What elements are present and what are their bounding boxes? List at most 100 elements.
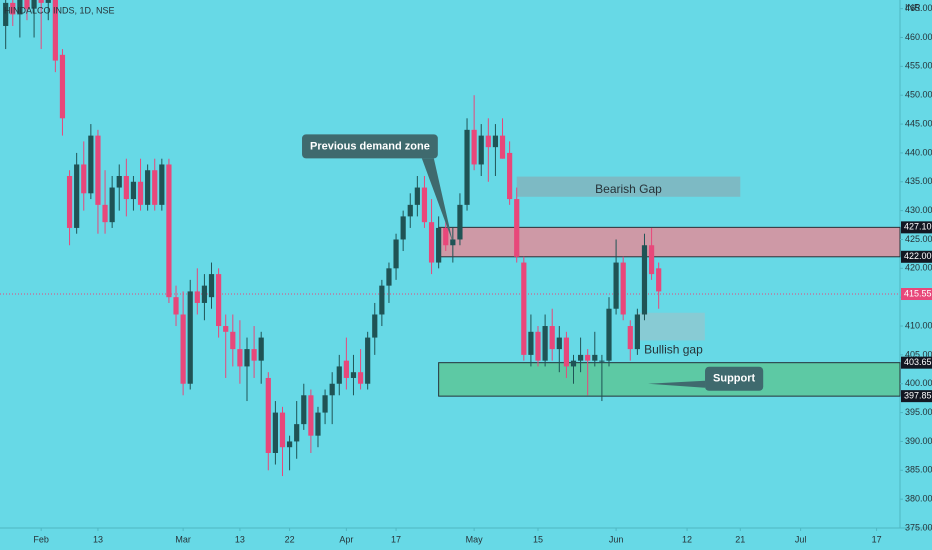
x-tick-label: May bbox=[466, 534, 484, 544]
candle-body bbox=[570, 360, 577, 367]
candle-body bbox=[194, 291, 200, 303]
candle-body bbox=[230, 331, 236, 350]
candle-body bbox=[350, 372, 357, 378]
candle-body bbox=[414, 187, 420, 205]
y-tick-label: 430.00 bbox=[905, 205, 932, 215]
candle-body bbox=[393, 239, 399, 269]
candle-body bbox=[343, 360, 349, 378]
candles bbox=[3, 0, 662, 477]
candle-body bbox=[95, 135, 101, 205]
x-tick-label: Apr bbox=[339, 534, 353, 544]
y-tick-label: 400.00 bbox=[905, 378, 932, 388]
candle-body bbox=[286, 441, 293, 448]
candle-body bbox=[542, 326, 548, 361]
candle-body bbox=[24, 0, 30, 9]
candle-body bbox=[159, 164, 165, 205]
price-tag bbox=[901, 356, 932, 369]
candle-body bbox=[563, 337, 570, 367]
candle-body bbox=[400, 216, 406, 240]
candle-body bbox=[436, 227, 442, 263]
candle-body bbox=[166, 164, 172, 298]
candle-body bbox=[627, 326, 633, 350]
candle-body bbox=[31, 0, 37, 9]
candle-body bbox=[464, 129, 470, 205]
candle-body bbox=[216, 274, 222, 327]
candle-body bbox=[634, 314, 640, 350]
y-tick-label: 420.00 bbox=[905, 263, 932, 273]
candle-body bbox=[485, 135, 491, 148]
candle-body bbox=[471, 129, 477, 165]
candle-body bbox=[322, 395, 328, 413]
candle-body bbox=[528, 331, 534, 355]
overlays: Bearish Gap Bullish gap Previous demand zo… bbox=[302, 134, 764, 391]
candle-body bbox=[52, 0, 58, 61]
candle-body bbox=[492, 135, 499, 148]
candle-body bbox=[606, 308, 612, 361]
candle-body bbox=[251, 349, 257, 361]
candle-body bbox=[180, 314, 186, 384]
candle-body bbox=[152, 170, 158, 205]
candle-body bbox=[66, 176, 73, 228]
chart-title: HINDALCO INDS, 1D, NSE bbox=[4, 5, 115, 15]
currency: INR bbox=[905, 2, 921, 12]
candle-body bbox=[208, 274, 215, 298]
callout-label: Previous demand zone bbox=[310, 140, 430, 152]
y-tick-label: 455.00 bbox=[905, 61, 932, 71]
callout-label: Support bbox=[713, 373, 755, 385]
candle-body bbox=[514, 199, 520, 257]
candle-body bbox=[265, 377, 271, 453]
candle-body bbox=[3, 2, 9, 26]
y-tick-label: 380.00 bbox=[905, 494, 932, 504]
candle-body bbox=[613, 262, 619, 309]
candle-body bbox=[81, 164, 87, 194]
candle-body bbox=[656, 268, 662, 292]
candle-body bbox=[145, 170, 151, 205]
candle-body bbox=[123, 176, 129, 200]
candle-body bbox=[372, 314, 378, 338]
y-tick-label: 435.00 bbox=[905, 176, 932, 186]
candle-body bbox=[109, 187, 115, 223]
candle-body bbox=[499, 135, 506, 159]
zone bbox=[637, 312, 705, 341]
candle-body bbox=[421, 187, 428, 223]
candle-body bbox=[577, 354, 584, 361]
x-tick-label: 15 bbox=[533, 534, 543, 544]
candle-body bbox=[201, 285, 208, 303]
callout-pointer bbox=[421, 158, 453, 243]
candle-body bbox=[258, 337, 264, 361]
price-tag bbox=[901, 288, 932, 301]
price-tag-label: 415.55 bbox=[904, 288, 932, 298]
price-tag bbox=[901, 221, 932, 234]
candle-body bbox=[549, 326, 555, 350]
y-tick-label: 395.00 bbox=[905, 407, 932, 417]
candle-body bbox=[379, 285, 385, 315]
x-tick-label: 13 bbox=[235, 534, 245, 544]
candle-body bbox=[223, 326, 229, 332]
candle-body bbox=[329, 383, 335, 396]
candle-body bbox=[137, 181, 144, 205]
candle-body bbox=[130, 181, 137, 200]
candle-body bbox=[17, 0, 23, 15]
y-tick-label: 460.00 bbox=[905, 32, 932, 42]
y-tick-label: 440.00 bbox=[905, 147, 932, 157]
candle-body bbox=[301, 395, 307, 425]
candle-body bbox=[443, 227, 449, 246]
candle-body bbox=[38, 0, 44, 3]
y-tick-label: 410.00 bbox=[905, 320, 932, 330]
candle-body bbox=[478, 135, 484, 165]
candle-body bbox=[599, 360, 605, 362]
callout-box bbox=[302, 134, 438, 159]
zone-label: Bullish gap bbox=[644, 343, 703, 357]
x-tick-label: Mar bbox=[175, 534, 191, 544]
candle-body bbox=[187, 291, 193, 384]
candle-body bbox=[315, 412, 321, 436]
candle-body bbox=[116, 176, 122, 188]
zone bbox=[438, 226, 901, 258]
y-tick-label: 445.00 bbox=[905, 118, 932, 128]
candle-body bbox=[244, 349, 250, 367]
candle-body bbox=[74, 164, 80, 228]
candle-body bbox=[386, 268, 392, 286]
x-tick-label: Jul bbox=[795, 534, 807, 544]
candle-body bbox=[585, 354, 591, 361]
